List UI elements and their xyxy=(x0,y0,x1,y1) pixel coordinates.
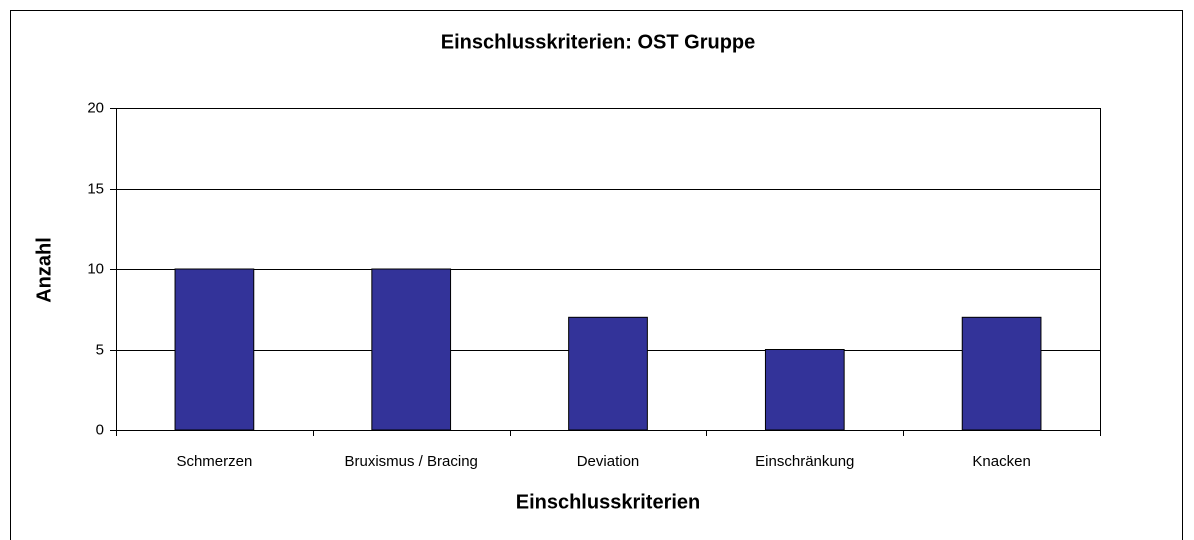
bar xyxy=(568,316,648,431)
x-tick-label: Bruxismus / Bracing xyxy=(345,453,478,470)
x-tick-label: Deviation xyxy=(577,453,640,470)
y-tick-label: 0 xyxy=(96,421,104,438)
x-tick-label: Knacken xyxy=(972,453,1030,470)
y-tick-label: 10 xyxy=(87,260,104,277)
y-tick-label: 15 xyxy=(87,180,104,197)
bar xyxy=(764,349,845,431)
chart-frame xyxy=(10,10,1183,540)
bar xyxy=(174,268,255,431)
bar xyxy=(371,268,452,431)
x-tick-label: Einschränkung xyxy=(755,453,854,470)
y-tick-label: 5 xyxy=(96,341,104,358)
bar xyxy=(961,316,1042,431)
chart-title: Einschlusskriterien: OST Gruppe xyxy=(441,31,756,53)
y-tick-label: 20 xyxy=(87,99,104,116)
x-tick-label: Schmerzen xyxy=(176,453,252,470)
y-axis-label: Anzahl xyxy=(33,237,55,303)
x-axis-label: Einschlusskriterien xyxy=(516,491,701,513)
